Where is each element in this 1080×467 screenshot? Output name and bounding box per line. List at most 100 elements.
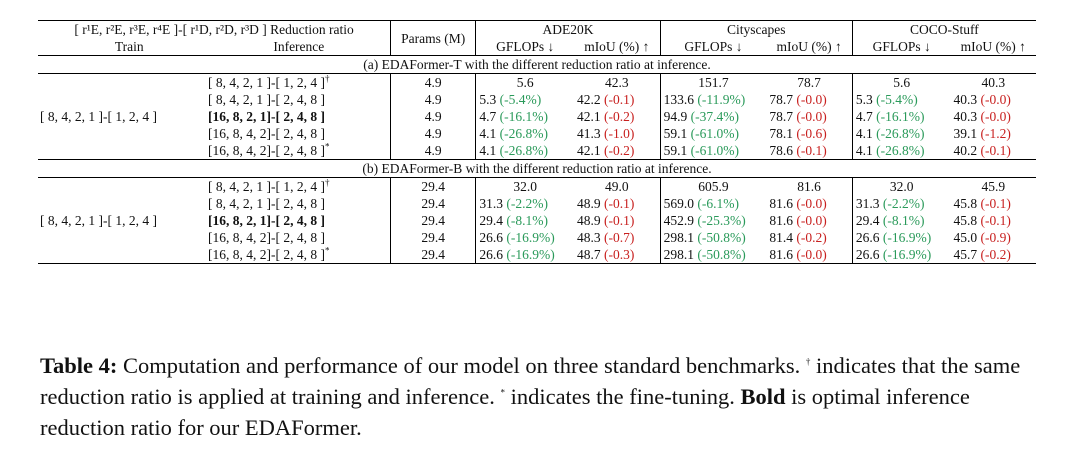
miou-cell: 81.6: [766, 177, 853, 195]
config-cell: [16, 8, 4, 2]-[ 2, 4, 8 ]: [38, 229, 392, 246]
value: 78.1: [769, 126, 793, 141]
delta: (-0.2): [604, 109, 635, 124]
value: 45.7: [953, 247, 978, 262]
delta: (-0.0): [980, 109, 1011, 124]
value: 48.9: [577, 196, 601, 211]
gflops-cell: 94.9 (-37.4%): [660, 108, 766, 125]
gflops-cell: 4.7 (-16.1%): [852, 108, 950, 125]
gflops-cell: 31.3 (-2.2%): [476, 195, 574, 212]
section-title-row: (a) EDAFormer-T with the different reduc…: [38, 55, 1036, 74]
value: 5.3: [855, 92, 873, 107]
value: 4.1: [855, 126, 873, 141]
miou-cell: 78.6 (-0.1): [766, 142, 853, 160]
star-mark: *: [324, 141, 330, 152]
gflops-cell: 26.6 (-16.9%): [476, 229, 574, 246]
miou-cell: 42.1 (-0.2): [574, 142, 661, 160]
inference-ratio-cell: [16, 8, 4, 2]-[ 2, 4, 8 ]*: [208, 246, 388, 263]
value: 26.6: [479, 230, 503, 245]
delta: (-8.1%): [506, 213, 548, 228]
header-gflops: GFLOPs ↓: [872, 39, 931, 54]
gflops-cell: 59.1 (-61.0%): [660, 142, 766, 160]
caption-text: indicates the fine-tuning.: [504, 384, 741, 409]
value: 4.1: [479, 143, 497, 158]
config-cell: [ 8, 4, 2, 1 ]-[ 2, 4, 8 ]: [38, 195, 392, 212]
value: 5.3: [479, 92, 497, 107]
value: 298.1: [663, 247, 694, 262]
inference-ratio: [16, 8, 4, 2]-[ 2, 4, 8 ]: [208, 126, 325, 141]
value: 5.6: [893, 75, 911, 90]
config-cell: [16, 8, 4, 2]-[ 2, 4, 8 ]: [38, 125, 392, 142]
delta: (-0.1): [980, 196, 1011, 211]
value: 45.8: [953, 196, 978, 211]
inference-ratio: [ 8, 4, 2, 1 ]-[ 2, 4, 8 ]: [208, 196, 325, 211]
delta: (-5.4%): [499, 92, 542, 107]
header-dataset-cityscapes: Cityscapes: [660, 20, 853, 38]
train-ratio: [ 8, 4, 2, 1 ]-[ 1, 2, 4 ]: [40, 213, 157, 228]
value: 31.3: [855, 196, 880, 211]
value: 4.1: [479, 126, 497, 141]
gflops-cell: 29.4 (-8.1%): [476, 212, 574, 229]
delta: (-16.9%): [882, 230, 932, 245]
miou-cell: 40.2 (-0.1): [951, 142, 1036, 160]
value: 26.6: [479, 247, 503, 262]
delta: (-16.9%): [882, 247, 932, 262]
header-miou: mIoU (%) ↑: [960, 39, 1026, 54]
value: 59.1: [663, 126, 688, 141]
gflops-cell: 133.6 (-11.9%): [660, 91, 766, 108]
value: 39.1: [953, 126, 978, 141]
inference-ratio-cell: [16, 8, 2, 1]-[ 2, 4, 8 ]: [208, 212, 388, 229]
gflops-cell: 29.4 (-8.1%): [852, 212, 950, 229]
section-title: (b) EDAFormer-B with the different reduc…: [362, 161, 712, 176]
value: 40.3: [953, 92, 978, 107]
star-mark: *: [324, 245, 330, 256]
value: 48.9: [577, 213, 601, 228]
config-cell: [16, 8, 4, 2]-[ 2, 4, 8 ]*: [38, 246, 392, 264]
delta: (-26.8%): [499, 143, 548, 158]
delta: (-0.1): [604, 92, 635, 107]
inference-ratio-cell: [ 8, 4, 2, 1 ]-[ 2, 4, 8 ]: [208, 195, 388, 212]
gflops-cell: 26.6 (-16.9%): [852, 246, 950, 264]
inference-ratio: [ 8, 4, 2, 1 ]-[ 1, 2, 4 ]: [208, 179, 325, 194]
gflops-cell: 298.1 (-50.8%): [660, 246, 766, 264]
dagger-mark: †: [805, 356, 811, 367]
caption-text: is optimal inference reduction ratio for…: [40, 384, 970, 440]
params-cell: 29.4: [390, 177, 477, 195]
delta: (-0.0): [796, 247, 827, 262]
params-cell: 4.9: [390, 108, 477, 125]
miou-cell: 78.7 (-0.0): [766, 91, 853, 108]
value: 78.7: [769, 109, 793, 124]
value: 42.1: [577, 109, 601, 124]
inference-ratio: [16, 8, 4, 2]-[ 2, 4, 8 ]: [208, 143, 325, 158]
value: 26.6: [855, 247, 880, 262]
inference-ratio-cell: [ 8, 4, 2, 1 ]-[ 2, 4, 8 ]: [208, 91, 388, 108]
miou-cell: 49.0: [574, 177, 661, 195]
value: 94.9: [663, 109, 688, 124]
value: 40.2: [953, 143, 978, 158]
delta: (-2.2%): [506, 196, 548, 211]
inference-ratio-cell: [16, 8, 2, 1]-[ 2, 4, 8 ]: [208, 108, 388, 125]
gflops-cell: 5.3 (-5.4%): [852, 91, 950, 108]
table-row: [16, 8, 4, 2]-[ 2, 4, 8 ]* 29.4 26.6 (-16.…: [38, 246, 1036, 264]
gflops-cell: 26.6 (-16.9%): [476, 246, 574, 264]
delta: (-6.1%): [697, 196, 739, 211]
delta: (-26.8%): [876, 126, 925, 141]
gflops-cell: 5.6: [852, 74, 950, 92]
table-row: [ 8, 4, 2, 1 ]-[ 1, 2, 4 ] [16, 8, 2, 1]-…: [38, 108, 1036, 125]
params-cell: 4.9: [390, 73, 477, 91]
value: 81.6: [769, 213, 793, 228]
delta: (-26.8%): [876, 143, 925, 158]
gflops-cell: 32.0: [476, 178, 574, 196]
value: 81.4: [769, 230, 793, 245]
value: 32.0: [889, 179, 914, 194]
delta: (-26.8%): [499, 126, 548, 141]
value: 29.4: [855, 213, 880, 228]
miou-cell: 45.8 (-0.1): [951, 212, 1036, 229]
value: 59.1: [663, 143, 688, 158]
table-row: [ 8, 4, 2, 1 ]-[ 2, 4, 8 ] 4.9 5.3 (-5.4%)…: [38, 91, 1036, 108]
config-cell: [ 8, 4, 2, 1 ]-[ 2, 4, 8 ]: [38, 91, 392, 108]
section-title-row: (b) EDAFormer-B with the different reduc…: [38, 159, 1036, 178]
gflops-cell: 605.9: [660, 178, 766, 196]
value: 298.1: [663, 230, 694, 245]
gflops-cell: 32.0: [852, 178, 950, 196]
value: 45.0: [953, 230, 978, 245]
